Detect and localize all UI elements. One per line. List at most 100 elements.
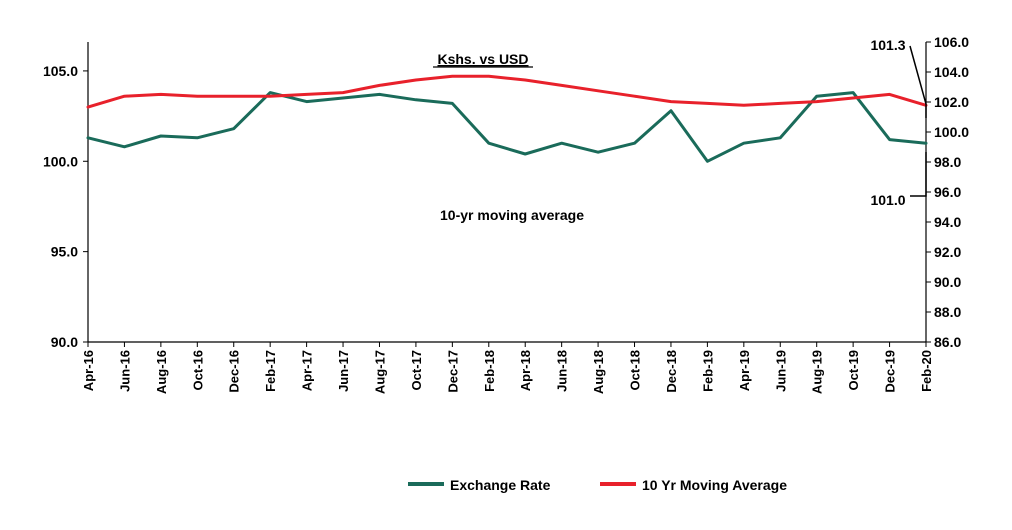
right-tick-label: 86.0 — [934, 334, 961, 350]
x-tick-label: Oct-18 — [628, 350, 643, 390]
x-axis: Apr-16 Jun-16 Aug-16 Oct-16 Dec-16 Feb-17 Apr-… — [81, 341, 934, 394]
data-point-moving-average — [852, 97, 854, 99]
data-point-exchange-rate — [852, 91, 854, 94]
data-point-exchange-rate — [451, 102, 454, 105]
data-point-exchange-rate — [925, 142, 927, 144]
data-point-exchange-rate — [779, 137, 782, 139]
x-tick-label: Dec-16 — [227, 350, 242, 393]
data-point-exchange-rate — [560, 142, 563, 144]
bottom-callout-line — [910, 152, 927, 197]
data-point-exchange-rate — [87, 137, 89, 139]
data-point-moving-average — [706, 102, 709, 105]
legend-label-exchange-rate: Exchange Rate — [450, 477, 551, 493]
left-tick-label: 100.0 — [43, 153, 78, 169]
data-point-moving-average — [269, 95, 272, 97]
data-point-moving-average — [560, 84, 563, 87]
data-point-exchange-rate — [706, 160, 709, 163]
right-y-axis: 86.0 88.0 90.0 92.0 94.0 96.0 98.0 100.0 102.0 10… — [925, 34, 969, 350]
x-tick-label: Jun-18 — [555, 350, 570, 392]
data-point-moving-average — [451, 75, 454, 78]
data-point-exchange-rate — [488, 142, 490, 144]
right-tick-label: 104.0 — [934, 64, 969, 80]
left-tick-label: 90.0 — [51, 334, 78, 350]
data-point-exchange-rate — [232, 127, 235, 130]
data-point-exchange-rate — [524, 153, 526, 155]
right-tick-label: 102.0 — [934, 94, 969, 110]
data-point-moving-average — [196, 95, 199, 97]
x-tick-label: Apr-19 — [737, 350, 752, 391]
x-tick-label: Apr-18 — [518, 350, 533, 391]
x-tick-label: Apr-16 — [81, 350, 96, 391]
x-tick-label: Dec-18 — [664, 350, 679, 393]
x-tick-label: Feb-18 — [482, 350, 497, 392]
x-tick-label: Aug-16 — [154, 350, 169, 394]
data-point-exchange-rate — [415, 99, 417, 101]
series-line-moving-average — [86, 74, 928, 109]
data-point-exchange-rate — [597, 151, 599, 153]
legend-label-moving-average: 10 Yr Moving Average — [642, 477, 787, 493]
x-tick-label: Feb-20 — [919, 350, 934, 392]
mid-annotation-label: 10-yr moving average — [440, 207, 584, 223]
data-point-moving-average — [670, 100, 672, 103]
data-point-moving-average — [378, 84, 381, 87]
data-point-exchange-rate — [633, 142, 636, 144]
data-point-moving-average — [123, 95, 126, 97]
left-y-axis: 90.0 95.0 100.0 105.0 — [43, 42, 89, 350]
data-point-moving-average — [888, 93, 891, 96]
left-tick-label: 95.0 — [51, 244, 78, 260]
x-tick-label: Dec-17 — [445, 350, 460, 393]
data-point-exchange-rate — [378, 93, 381, 96]
data-point-moving-average — [232, 95, 235, 97]
data-point-exchange-rate — [670, 109, 672, 112]
x-tick-label: Oct-16 — [190, 350, 205, 390]
x-tick-label: Apr-17 — [300, 350, 315, 391]
right-tick-label: 94.0 — [934, 214, 961, 230]
top-callout-line — [909, 45, 927, 118]
right-tick-label: 92.0 — [934, 244, 961, 260]
data-point-exchange-rate — [269, 91, 272, 94]
x-tick-label: Feb-19 — [700, 350, 715, 392]
data-point-exchange-rate — [123, 146, 126, 148]
x-tick-label: Aug-18 — [591, 350, 606, 394]
x-tick-label: Jun-17 — [336, 350, 351, 392]
bottom-right-value-label: 101.0 — [870, 192, 905, 208]
data-point-moving-average — [305, 93, 308, 96]
x-tick-label: Feb-17 — [263, 350, 278, 392]
data-point-exchange-rate — [743, 142, 745, 144]
data-point-exchange-rate — [160, 135, 162, 137]
data-point-moving-average — [160, 93, 162, 96]
right-tick-label: 100.0 — [934, 124, 969, 140]
x-tick-label: Aug-19 — [810, 350, 825, 394]
data-point-moving-average — [524, 79, 526, 81]
data-point-moving-average — [488, 75, 490, 78]
right-tick-label: 98.0 — [934, 154, 961, 170]
data-point-exchange-rate — [342, 97, 344, 99]
data-point-exchange-rate — [305, 100, 308, 103]
data-point-moving-average — [633, 95, 636, 97]
data-point-exchange-rate — [196, 137, 199, 139]
left-tick-label: 105.0 — [43, 63, 78, 79]
x-tick-label: Jun-16 — [117, 350, 132, 392]
data-point-exchange-rate — [815, 95, 818, 97]
data-point-moving-average — [815, 100, 818, 103]
data-point-moving-average — [415, 79, 417, 81]
right-tick-label: 88.0 — [934, 304, 961, 320]
legend: Exchange Rate 10 Yr Moving Average — [408, 477, 787, 493]
data-point-moving-average — [779, 102, 782, 105]
x-tick-label: Jun-19 — [773, 350, 788, 392]
x-tick-label: Oct-17 — [409, 350, 424, 390]
data-point-moving-average — [743, 104, 745, 107]
x-tick-label: Aug-17 — [372, 350, 387, 394]
data-point-moving-average — [342, 91, 344, 94]
data-point-moving-average — [597, 90, 599, 92]
x-tick-label: Dec-19 — [883, 350, 898, 393]
right-tick-label: 96.0 — [934, 184, 961, 200]
right-tick-label: 90.0 — [934, 274, 961, 290]
series-line-exchange-rate — [86, 91, 928, 163]
data-point-exchange-rate — [888, 138, 891, 141]
top-right-value-label: 101.3 — [870, 37, 905, 53]
chart-title: Kshs. vs USD — [437, 51, 528, 67]
x-tick-label: Oct-19 — [846, 350, 861, 390]
data-point-moving-average — [87, 106, 89, 108]
